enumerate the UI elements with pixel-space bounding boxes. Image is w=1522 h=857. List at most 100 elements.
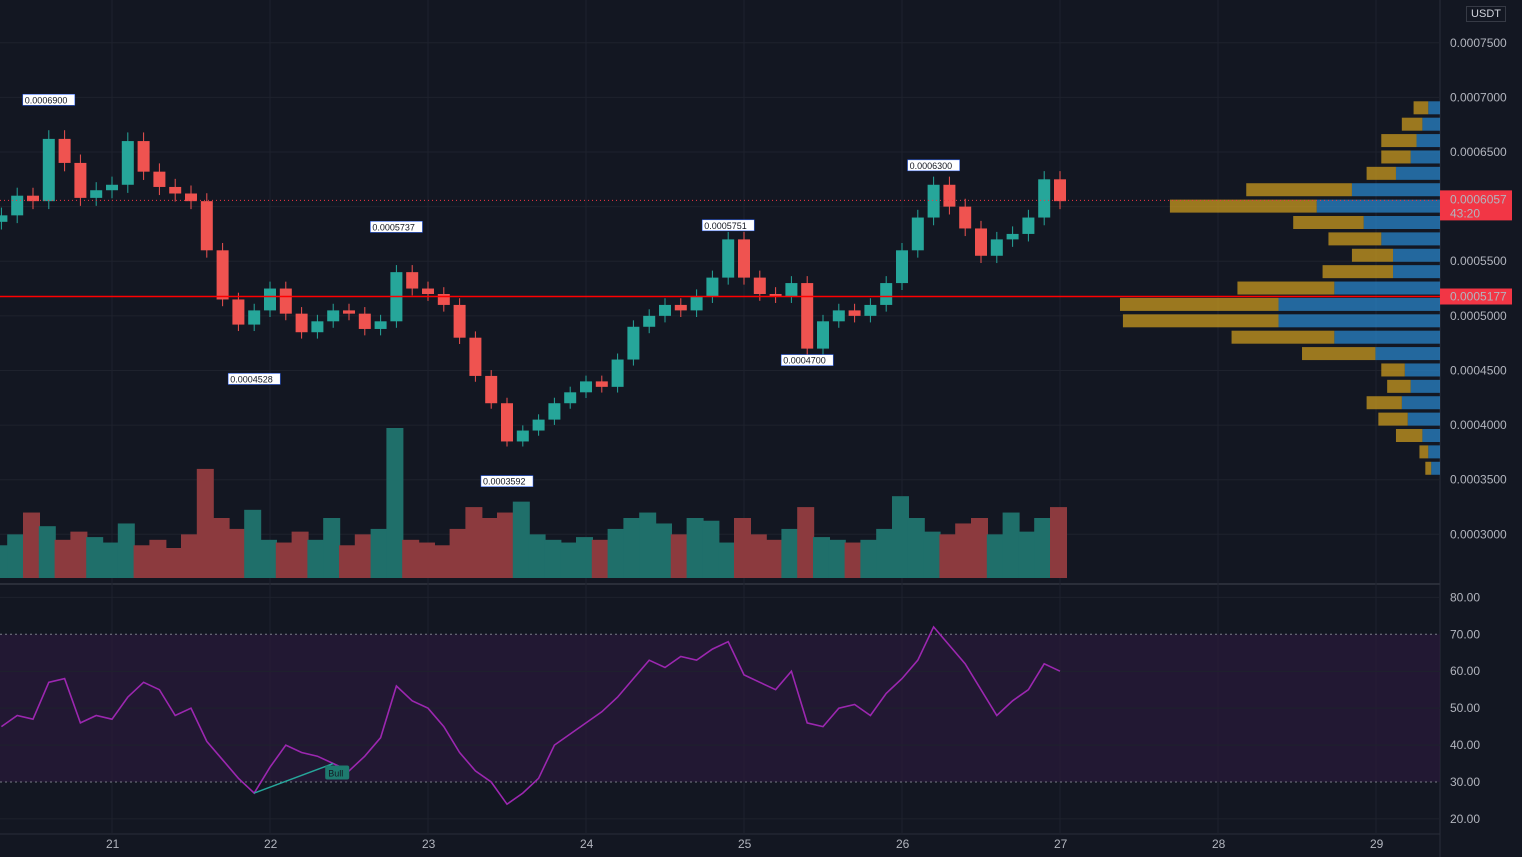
candle-body — [548, 403, 561, 420]
volume-bar — [402, 539, 420, 578]
candle-body — [817, 321, 829, 349]
candle-body — [532, 419, 545, 431]
volume-profile-bar-up — [1401, 396, 1440, 410]
candle-body — [121, 141, 134, 185]
volume-profile-bar-up — [1351, 183, 1440, 197]
volume-bar — [1034, 518, 1052, 578]
volume-profile-bar-up — [1278, 297, 1440, 311]
candle-body — [11, 195, 24, 216]
volume-bar — [971, 518, 988, 578]
rsi-line — [0, 625, 1061, 806]
candle-body — [1054, 179, 1066, 202]
volume-profile-bar-up — [1381, 232, 1440, 246]
candle-body — [58, 138, 71, 163]
volume-bar — [465, 507, 483, 578]
time-axis-label: 23 — [422, 837, 436, 851]
price-axis-label: 0.0006500 — [1450, 145, 1507, 159]
volume-profile-bar-down — [1246, 183, 1352, 197]
volume-bar — [892, 496, 909, 578]
volume-bar — [370, 528, 388, 578]
volume-profile-bar-up — [1395, 166, 1440, 180]
extreme-label-box — [480, 475, 534, 487]
volume-bar — [860, 539, 878, 578]
candle-body — [74, 162, 87, 198]
candle-body — [279, 288, 292, 314]
volume-bar — [418, 542, 435, 578]
candle-body — [295, 313, 308, 333]
volume-bar — [38, 526, 56, 578]
candle-body — [864, 304, 877, 316]
volume-bar — [181, 534, 198, 578]
candle-body — [200, 201, 213, 251]
volume-profile-bar-down — [1425, 461, 1432, 475]
volume-profile-bar-down — [1122, 314, 1279, 328]
volume-bar — [86, 537, 104, 578]
candle-body — [896, 250, 908, 284]
extreme-label: 0.0004528 — [230, 374, 273, 384]
candle-body — [374, 321, 387, 329]
time-axis-label: 22 — [264, 837, 278, 851]
volume-bar — [544, 539, 562, 578]
volume-profile-bar-down — [1293, 216, 1364, 229]
volume-profile-bar-up — [1410, 379, 1440, 393]
candle-body — [659, 304, 671, 316]
rsi-axis-label: 40.00 — [1450, 738, 1480, 752]
volume-bar — [1002, 512, 1020, 578]
volume-bar — [7, 534, 25, 578]
bull-label: Bull — [328, 769, 343, 779]
extreme-label-box — [22, 94, 76, 106]
extreme-label-box — [701, 219, 755, 232]
volume-profile-bar-down — [1328, 232, 1382, 246]
candle-body — [848, 310, 861, 316]
extreme-label: 0.0006300 — [910, 161, 953, 171]
time-axis-label: 28 — [1212, 837, 1226, 851]
volume-bar — [244, 509, 262, 578]
candle-body — [880, 283, 893, 305]
volume-profile-bar-down — [1322, 265, 1394, 279]
candle-body — [627, 326, 640, 360]
rsi-axis-label: 30.00 — [1450, 775, 1480, 789]
price-axis-label: 0.0005500 — [1450, 254, 1507, 268]
candle-body — [185, 193, 197, 202]
candle-body — [959, 206, 972, 229]
candle-body — [706, 277, 719, 297]
candle-body — [769, 294, 782, 297]
currency-label[interactable]: USDT — [1466, 6, 1506, 22]
candle-body — [927, 184, 940, 218]
candle-body — [248, 310, 261, 325]
extreme-label: 0.0003592 — [483, 477, 526, 487]
candle-body — [911, 217, 924, 251]
extreme-label: 0.0005751 — [704, 221, 747, 231]
volume-bar — [497, 512, 514, 578]
volume-bar — [734, 518, 751, 578]
candle-body — [516, 430, 529, 442]
volume-bar — [512, 501, 530, 578]
extreme-label: 0.0005737 — [372, 222, 415, 232]
candle-body — [1022, 217, 1035, 234]
volume-profile-bar-up — [1393, 248, 1440, 262]
candle-body — [785, 283, 798, 297]
candle-body — [311, 321, 324, 333]
volume-bar — [354, 534, 372, 578]
volume-bar — [607, 528, 625, 578]
volume-bar — [449, 528, 467, 578]
volume-bar — [54, 539, 72, 578]
price-axis-label: 0.0004500 — [1450, 363, 1507, 377]
volume-profile-bar-up — [1334, 330, 1440, 344]
candle-body — [327, 310, 340, 322]
candle-body — [722, 239, 735, 278]
volume-profile-bar-up — [1422, 117, 1440, 131]
volume-profile-bar-down — [1120, 297, 1279, 311]
time-axis-label: 25 — [738, 837, 752, 851]
volume-bar — [955, 523, 973, 578]
volume-profile-bar-up — [1410, 150, 1440, 164]
extreme-label-box — [907, 159, 960, 172]
price-axis-label: 0.0003000 — [1450, 527, 1507, 541]
volume-profile-bar-up — [1278, 314, 1440, 328]
hline-price-badge — [1440, 288, 1512, 305]
volume-bar — [339, 545, 356, 578]
candle-body — [990, 239, 1003, 256]
volume-profile-bar-down — [1378, 412, 1408, 426]
volume-bar — [813, 537, 830, 578]
